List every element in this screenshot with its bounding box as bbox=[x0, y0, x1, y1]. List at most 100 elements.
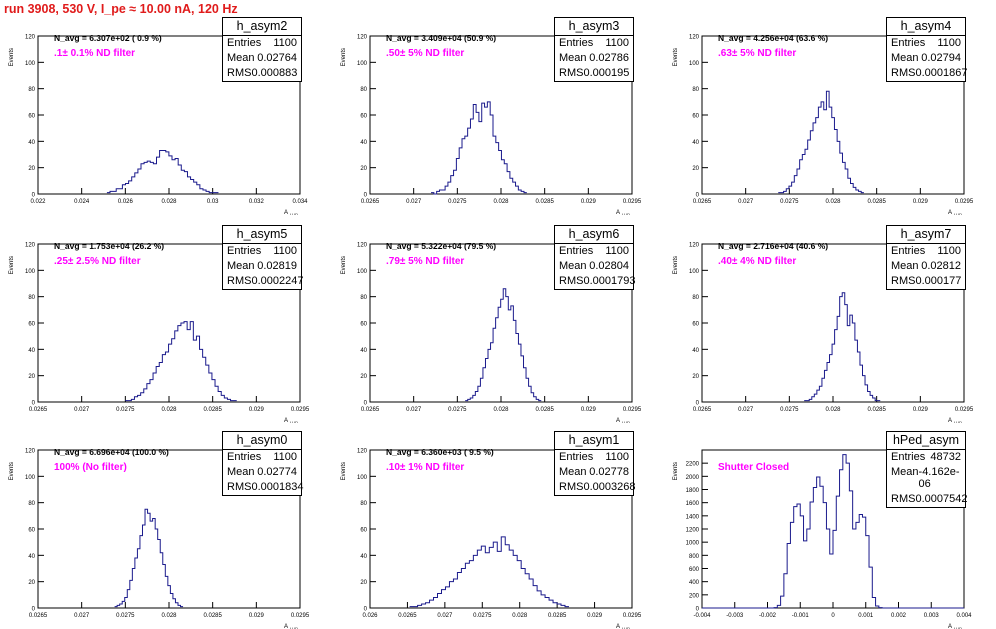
x-tick-label: 0.0265 bbox=[398, 613, 417, 619]
y-tick-label: 20 bbox=[692, 374, 699, 380]
histogram-bin bbox=[545, 597, 549, 608]
y-tick-label: 40 bbox=[692, 140, 699, 146]
stat-mean-value: 0.02778 bbox=[589, 466, 629, 478]
histogram-bin bbox=[843, 455, 846, 608]
y-axis-label: Events bbox=[673, 256, 679, 274]
y-tick-label: 2000 bbox=[686, 475, 700, 481]
x-tick-label: 0.004 bbox=[956, 613, 972, 619]
y-tick-label: 100 bbox=[357, 269, 368, 275]
histogram-bin bbox=[805, 149, 808, 194]
x-tick-label: 0.0295 bbox=[955, 199, 974, 205]
y-tick-label: 80 bbox=[28, 87, 35, 93]
x-tick-label: 0.0265 bbox=[693, 199, 712, 205]
x-tick-label: 0.0295 bbox=[955, 407, 974, 413]
x-tick-label: 0.0285 bbox=[867, 199, 886, 205]
x-tick-label: 0.028 bbox=[512, 613, 528, 619]
histogram-bin bbox=[470, 119, 473, 194]
y-tick-label: 40 bbox=[28, 348, 35, 354]
stat-entries-value: 1100 bbox=[273, 451, 297, 463]
histogram-bin bbox=[816, 118, 819, 194]
x-tick-label: 0.002 bbox=[891, 613, 907, 619]
y-tick-label: 80 bbox=[28, 501, 35, 507]
y-axis-label: Events bbox=[341, 48, 347, 66]
histogram-bin bbox=[178, 326, 181, 402]
histogram-bin bbox=[859, 515, 862, 608]
stat-mean-value: 0.02794 bbox=[921, 52, 961, 64]
x-tick-label: 0.028 bbox=[825, 407, 841, 413]
histogram-bin bbox=[442, 190, 445, 194]
y-tick-label: 60 bbox=[360, 322, 367, 328]
stat-rms-value: 0.0002247 bbox=[251, 275, 303, 287]
histogram-bin bbox=[159, 363, 162, 403]
stat-rms-value: 0.000177 bbox=[915, 275, 961, 287]
histogram-outline bbox=[431, 102, 527, 194]
histogram-outline bbox=[410, 537, 569, 607]
stat-rms-label: RMS bbox=[227, 481, 251, 493]
x-tick-label: 0.0275 bbox=[448, 407, 467, 413]
stat-mean-value: 0.02812 bbox=[921, 260, 961, 272]
x-tick-label: 0.0275 bbox=[448, 199, 467, 205]
histogram-bin bbox=[525, 574, 529, 608]
x-tick-label: 0.029 bbox=[913, 199, 929, 205]
histogram-bin bbox=[817, 477, 820, 608]
x-tick-label: 0.0275 bbox=[780, 407, 799, 413]
x-tick-label: 0.0285 bbox=[548, 613, 567, 619]
y-tick-label: 0 bbox=[696, 193, 700, 199]
stat-rms-label: RMS bbox=[891, 493, 915, 505]
histogram-bin bbox=[181, 323, 184, 402]
stat-entries-label: Entries bbox=[227, 451, 261, 463]
histogram-bin bbox=[153, 518, 156, 608]
histogram-bin bbox=[508, 310, 511, 402]
y-axis-label: Events bbox=[673, 462, 679, 480]
stat-box-title: h_asym1 bbox=[555, 432, 633, 450]
stat-entries-value: 1100 bbox=[273, 245, 297, 257]
stat-entries-value: 1100 bbox=[273, 37, 297, 49]
stat-mean-label: Mean bbox=[227, 260, 255, 272]
y-tick-label: 20 bbox=[360, 166, 367, 172]
stat-mean-label: Mean bbox=[891, 52, 919, 64]
histogram-bin bbox=[172, 160, 175, 194]
y-tick-label: 0 bbox=[364, 401, 368, 407]
histogram-bin bbox=[479, 122, 482, 194]
histogram-bin bbox=[804, 541, 807, 608]
filter-annotation: 100% (No filter) bbox=[54, 462, 127, 473]
x-tick-label: 0.028 bbox=[161, 613, 177, 619]
stat-entries-label: Entries bbox=[891, 451, 925, 463]
histogram-bin bbox=[155, 529, 158, 608]
stat-rms-value: 0.000883 bbox=[251, 67, 297, 79]
y-tick-label: 100 bbox=[25, 61, 36, 67]
histogram-bin bbox=[119, 189, 122, 194]
filter-annotation: .40± 4% ND filter bbox=[718, 256, 796, 267]
stat-entries-label: Entries bbox=[227, 245, 261, 257]
y-tick-label: 1600 bbox=[686, 501, 700, 507]
y-tick-label: 400 bbox=[689, 580, 700, 586]
x-tick-label: 0.032 bbox=[249, 199, 265, 205]
stat-rms-value: 0.000195 bbox=[583, 67, 629, 79]
y-tick-label: 80 bbox=[28, 295, 35, 301]
y-tick-label: 120 bbox=[357, 35, 368, 41]
stat-rms-value: 0.0001793 bbox=[583, 275, 635, 287]
y-tick-label: 40 bbox=[360, 554, 367, 560]
y-tick-label: 200 bbox=[689, 593, 700, 599]
histogram-bin bbox=[802, 155, 805, 195]
stat-mean-label: Mean bbox=[559, 52, 587, 64]
histogram-bin bbox=[509, 550, 513, 608]
x-tick-label: 0.026 bbox=[362, 613, 378, 619]
y-tick-label: 40 bbox=[692, 348, 699, 354]
histogram-bin bbox=[491, 343, 494, 402]
x-tick-label: 0.0265 bbox=[361, 407, 380, 413]
y-tick-label: 20 bbox=[360, 374, 367, 380]
stat-rms-label: RMS bbox=[559, 481, 583, 493]
histogram-bin bbox=[824, 110, 827, 194]
y-tick-label: 100 bbox=[357, 475, 368, 481]
